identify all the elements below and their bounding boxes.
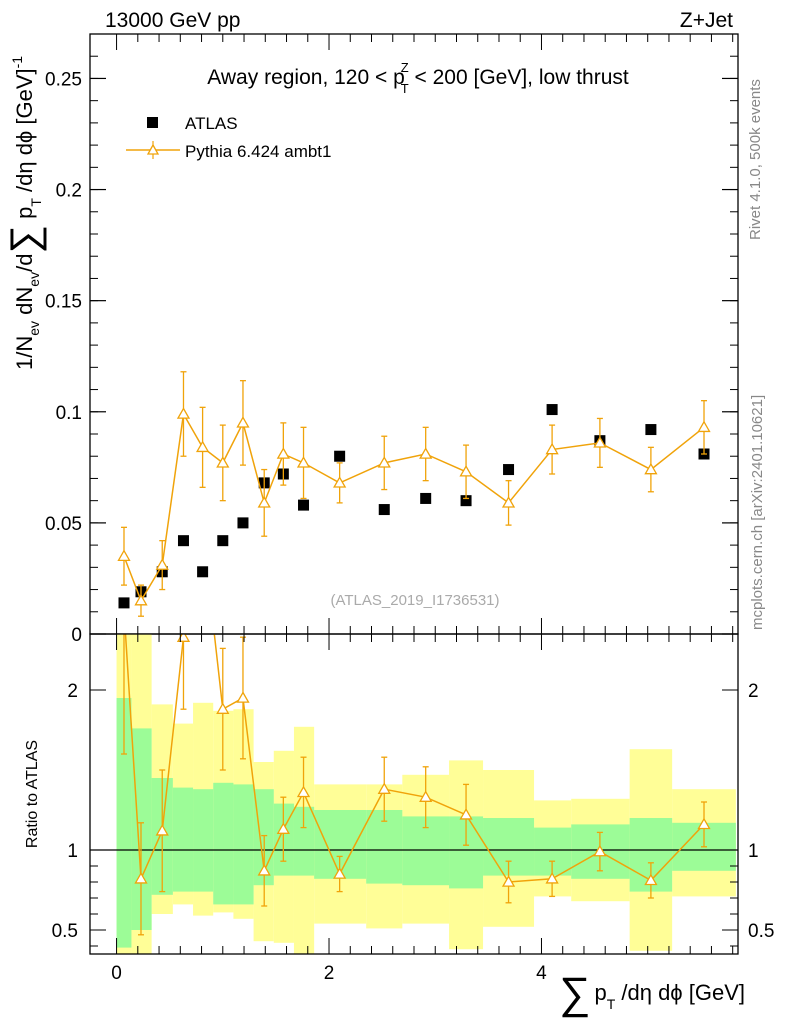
pythia-marker bbox=[644, 462, 658, 475]
pythia-ratio-marker bbox=[236, 691, 250, 703]
ratio-y-tick-label: 0.5 bbox=[52, 921, 78, 942]
atlas-data-point bbox=[197, 566, 209, 578]
ratio-y-axis-label: Ratio to ATLAS bbox=[24, 740, 41, 848]
header-right: Z+Jet bbox=[680, 9, 733, 32]
ratio-y-tick-label-right: 0.5 bbox=[748, 921, 774, 942]
legend: ATLAS Pythia 6.424 ambt1 bbox=[126, 114, 331, 161]
atlas-data-point bbox=[118, 597, 130, 609]
main-y-tick-label: 0 bbox=[71, 625, 82, 646]
pythia-ratio-marker bbox=[593, 844, 607, 857]
green-band-bin bbox=[193, 789, 214, 892]
pythia-ratio-marker bbox=[216, 702, 230, 714]
pythia-ratio-marker bbox=[155, 823, 169, 836]
x-tick-label: 2 bbox=[324, 963, 335, 984]
x-tick-label: 4 bbox=[536, 963, 547, 984]
pythia-ratio-marker bbox=[377, 782, 391, 794]
pythia-ratio-marker bbox=[501, 875, 516, 887]
green-band-bin bbox=[172, 787, 194, 892]
pythia-line bbox=[123, 411, 705, 603]
pythia-ratio-marker bbox=[296, 785, 311, 798]
pythia-marker bbox=[501, 496, 516, 508]
pythia-marker bbox=[236, 416, 250, 428]
pythia-ratio-marker bbox=[197, 525, 208, 535]
atlas-data-point bbox=[298, 499, 310, 511]
main-y-tick-label: 0.15 bbox=[45, 292, 82, 313]
pythia-marker bbox=[377, 456, 391, 468]
atlas-data-point bbox=[217, 535, 229, 547]
pythia-marker bbox=[333, 476, 347, 488]
main-y-tick-label: 0.05 bbox=[45, 514, 82, 535]
pythia-ratio-marker bbox=[276, 822, 290, 834]
pythia-marker bbox=[134, 593, 148, 606]
header-left: 13000 GeV pp bbox=[105, 9, 240, 32]
pythia-marker bbox=[155, 558, 169, 570]
ratio-panel-data bbox=[90, 525, 738, 936]
main-panel-data bbox=[117, 371, 711, 617]
main-y-tick-label: 0.2 bbox=[56, 181, 82, 202]
atlas-data-point bbox=[503, 464, 515, 476]
pythia-marker bbox=[117, 549, 131, 561]
mcplots-label: mcplots.cern.ch [arXiv:2401.10621] bbox=[749, 395, 766, 630]
atlas-data-point bbox=[460, 495, 472, 507]
main-y-axis-label: 1/Nev dNev/d∑ pT /dη dϕ [GeV]-1 bbox=[3, 56, 47, 370]
ratio-y-tick-label-right: 2 bbox=[748, 681, 759, 702]
pythia-ratio-marker bbox=[644, 873, 658, 886]
rivet-label: Rivet 4.1.0, 500k events bbox=[747, 79, 764, 240]
ratio-y-tick-label-right: 1 bbox=[748, 841, 759, 862]
main-panel-axes: 0 0.05 0.1 0.15 0.2 0.25 bbox=[45, 33, 739, 646]
green-band-bin bbox=[213, 782, 234, 905]
legend-label-atlas: ATLAS bbox=[185, 114, 238, 133]
ratio-y-tick-label: 1 bbox=[67, 841, 78, 862]
pythia-ratio-marker bbox=[419, 790, 433, 802]
pythia-marker bbox=[419, 447, 433, 459]
pythia-marker bbox=[276, 447, 290, 459]
pythia-ratio-marker bbox=[176, 634, 191, 642]
pythia-marker bbox=[257, 496, 271, 508]
main-y-tick-label: 0.1 bbox=[56, 403, 82, 424]
pythia-marker bbox=[176, 407, 191, 419]
pythia-marker bbox=[216, 456, 230, 468]
x-axis-label: ∑ pT /dη dϕ [GeV] bbox=[559, 969, 745, 1018]
pythia-ratio-marker bbox=[134, 871, 148, 884]
green-band-bin bbox=[293, 806, 315, 876]
atlas-data-point bbox=[177, 535, 189, 547]
pythia-marker bbox=[459, 464, 473, 477]
green-band-bin bbox=[233, 784, 254, 905]
legend-label-pythia: Pythia 6.424 ambt1 bbox=[185, 142, 331, 161]
pythia-marker bbox=[296, 456, 311, 468]
pythia-marker bbox=[195, 440, 210, 453]
pythia-ratio-marker bbox=[697, 817, 711, 830]
atlas-data-point bbox=[645, 424, 657, 436]
pythia-ratio-marker bbox=[333, 867, 347, 879]
legend-marker-atlas bbox=[147, 117, 158, 128]
atlas-data-point bbox=[378, 504, 390, 516]
atlas-data-point bbox=[420, 492, 432, 504]
pythia-marker bbox=[545, 442, 559, 455]
ratio-y-tick-label: 2 bbox=[67, 681, 78, 702]
watermark: (ATLAS_2019_I1736531) bbox=[330, 592, 499, 609]
pythia-ratio-marker bbox=[459, 807, 473, 820]
x-tick-label: 0 bbox=[111, 963, 122, 984]
pythia-ratio-marker bbox=[257, 863, 271, 876]
pythia-ratio-marker bbox=[545, 871, 559, 884]
legend-marker-pythia bbox=[146, 143, 160, 155]
pythia-marker bbox=[593, 436, 607, 448]
chart-title: Away region, 120 < pZ T < 200 [GeV], low … bbox=[207, 60, 629, 96]
atlas-data-point bbox=[334, 450, 346, 462]
atlas-data-point bbox=[546, 404, 558, 416]
pythia-marker bbox=[697, 420, 711, 433]
ratio-panel-axes: 0 2 4 0.5 0.5 1 1 2 2 bbox=[52, 618, 774, 984]
main-y-tick-label: 0.25 bbox=[45, 69, 82, 90]
atlas-data-point bbox=[237, 517, 249, 529]
green-band-bin bbox=[366, 810, 403, 884]
green-band-bin bbox=[116, 698, 132, 948]
